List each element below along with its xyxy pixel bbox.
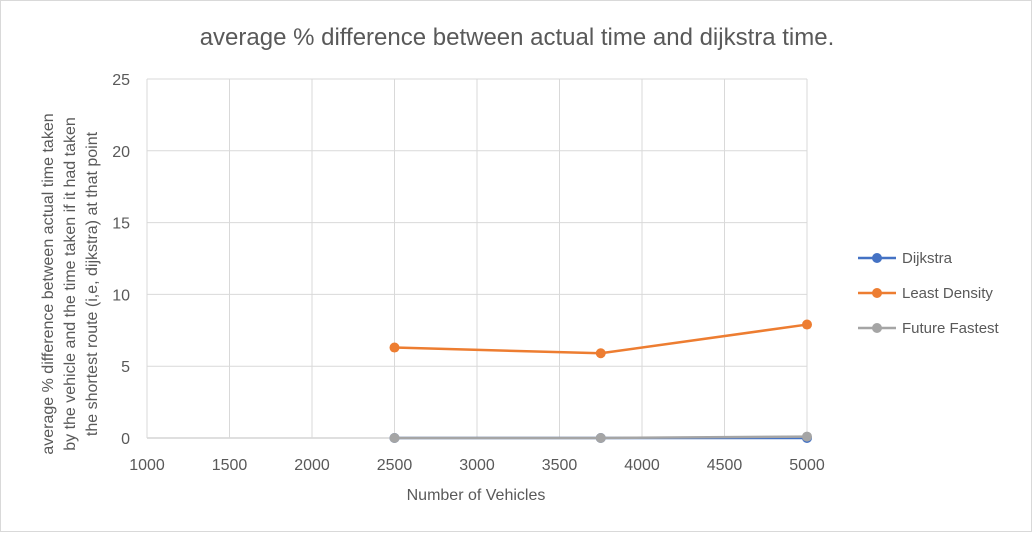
- x-tick-labels: 1000 1500 2000 2500 3000 3500 4000 4500 5000: [129, 457, 825, 474]
- legend-item: Future Fastest: [858, 320, 1000, 337]
- legend-label: Least Density: [902, 285, 993, 302]
- y-tick-label: 15: [112, 216, 130, 233]
- legend-marker: [872, 288, 882, 298]
- x-tick-label: 4000: [624, 457, 660, 474]
- data-point: [389, 342, 400, 353]
- x-tick-label: 3500: [542, 457, 578, 474]
- data-point: [595, 433, 606, 443]
- x-tick-label: 2000: [294, 457, 330, 474]
- series-future-fastest: [389, 431, 812, 443]
- x-axis-label: Number of Vehicles: [407, 487, 546, 504]
- legend-label: Dijkstra: [902, 250, 953, 267]
- y-axis-label-line-2: by the vehicle and the time taken if it …: [62, 117, 79, 451]
- y-tick-label: 0: [121, 431, 130, 448]
- y-axis-label: average % difference between actual time…: [40, 113, 101, 454]
- legend: Dijkstra Least Density Future Fastest: [858, 250, 1000, 337]
- y-axis-label-line-1: average % difference between actual time…: [40, 113, 57, 454]
- legend-item: Least Density: [858, 285, 993, 302]
- data-point: [802, 319, 812, 330]
- x-tick-label: 2500: [377, 457, 413, 474]
- legend-marker: [872, 323, 882, 333]
- x-tick-label: 5000: [789, 457, 825, 474]
- data-point: [595, 348, 606, 359]
- series-group: [389, 319, 812, 443]
- x-tick-label: 4500: [707, 457, 743, 474]
- y-tick-labels: 0 5 10 15 20 25: [112, 72, 130, 448]
- x-tick-label: 1500: [212, 457, 248, 474]
- legend-item: Dijkstra: [858, 250, 953, 267]
- legend-marker: [872, 253, 882, 263]
- y-tick-label: 20: [112, 144, 130, 161]
- data-point: [389, 433, 400, 443]
- chart-title: average % difference between actual time…: [200, 24, 835, 51]
- x-tick-label: 3000: [459, 457, 495, 474]
- legend-label: Future Fastest: [902, 320, 1000, 337]
- y-tick-label: 25: [112, 72, 130, 89]
- y-tick-label: 5: [121, 359, 130, 376]
- data-point: [802, 431, 812, 442]
- series-least-density: [389, 319, 812, 359]
- y-axis-label-line-3: the shortest route (i,e, dijkstra) at th…: [84, 131, 101, 436]
- y-tick-label: 10: [112, 287, 130, 304]
- grid-lines: [146, 78, 808, 439]
- x-tick-label: 1000: [129, 457, 165, 474]
